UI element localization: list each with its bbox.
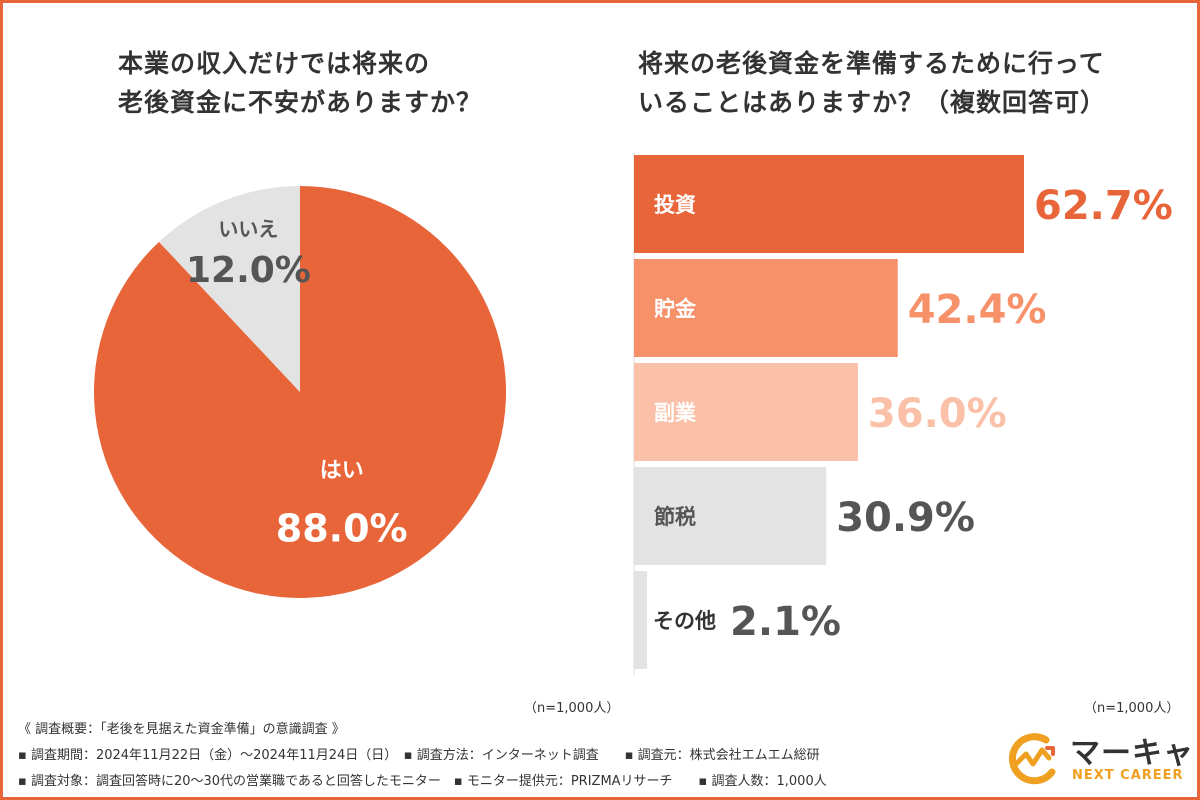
bar-2 bbox=[634, 363, 858, 461]
logo-mark-icon bbox=[1008, 733, 1056, 785]
pie-slice-value-1: 12.0% bbox=[186, 250, 311, 291]
pie-sample-size-note: （n=1,000人） bbox=[524, 701, 620, 716]
bar-value-label-2: 36.0% bbox=[868, 391, 1007, 437]
logo-wordmark: マーキャリ bbox=[1070, 736, 1200, 771]
pie-chart: はい 88.0% いいえ 12.0% bbox=[93, 186, 507, 598]
brand-logo: マーキャリ NEXT CAREER bbox=[1002, 728, 1200, 790]
pie-slice-label-1: いいえ bbox=[218, 217, 278, 241]
bar-category-label-1: 貯金 bbox=[654, 297, 697, 321]
bar-category-label-3: 節税 bbox=[654, 505, 696, 529]
logo-tagline: NEXT CAREER bbox=[1072, 768, 1184, 783]
pie-slice-value-0: 88.0% bbox=[276, 506, 408, 550]
bar-category-label-2: 副業 bbox=[654, 401, 697, 425]
survey-overview: 《 調査概要：「老後を見据えた資金準備」の意識調査 》 ▪ 調査期間：2024年… bbox=[18, 717, 827, 795]
bar-1 bbox=[634, 259, 898, 357]
bar-category-label-0: 投資 bbox=[654, 193, 696, 217]
pie-slice-1 bbox=[158, 186, 300, 392]
bar-title-line2: いることはありますか？（複数回答可） bbox=[638, 88, 1107, 117]
bar-4 bbox=[634, 571, 648, 669]
pie-title-line1: 本業の収入だけでは将来の bbox=[118, 49, 431, 78]
pie-slice-label-0: はい bbox=[320, 458, 364, 483]
survey-period-method-source: ▪ 調査期間：2024年11月22日（金）〜2024年11月24日（日） ▪ 調… bbox=[18, 748, 820, 763]
pie-title-line2: 老後資金に不安がありますか？ bbox=[118, 88, 483, 117]
bar-0 bbox=[634, 155, 1024, 253]
bar-chart-title: 将来の老後資金を準備するために行って いることはありますか？（複数回答可） bbox=[638, 44, 1178, 122]
bar-sample-size-note: （n=1,000人） bbox=[1084, 701, 1180, 716]
survey-target-provider-count: ▪ 調査対象：調査回答時に20〜30代の営業職であると回答したモニター ▪ モニ… bbox=[18, 774, 827, 789]
bar-category-label-4: その他 bbox=[653, 609, 716, 633]
bar-title-line1: 将来の老後資金を準備するために行って bbox=[638, 49, 1105, 78]
bar-value-label-1: 42.4% bbox=[908, 287, 1047, 333]
pie-chart-title: 本業の収入だけでは将来の 老後資金に不安がありますか？ bbox=[118, 44, 538, 122]
bar-value-label-4: 2.1% bbox=[730, 599, 841, 645]
bar-value-label-0: 62.7% bbox=[1034, 183, 1173, 229]
survey-heading: 《 調査概要：「老後を見据えた資金準備」の意識調査 》 bbox=[18, 722, 345, 737]
bar-chart: 投資 62.7% 貯金 42.4% 副業 36.0% 節税 30.9% その他 2.1% bbox=[633, 153, 1173, 675]
bar-3 bbox=[634, 467, 827, 565]
bar-value-label-3: 30.9% bbox=[836, 495, 975, 541]
